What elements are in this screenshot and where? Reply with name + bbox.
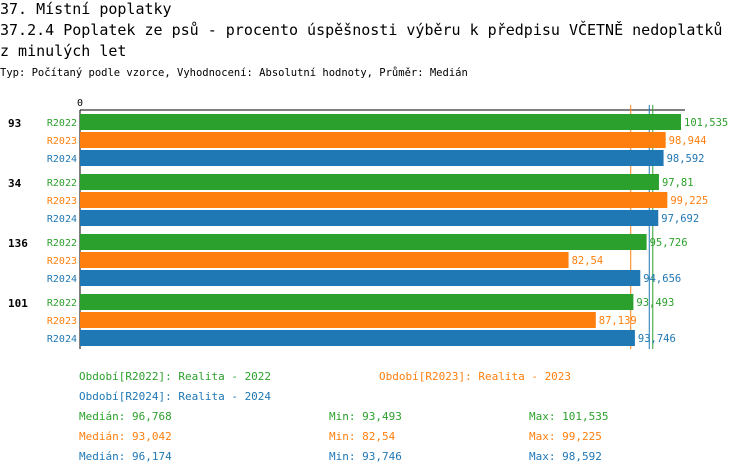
axis-zero-label: 0 — [77, 98, 83, 109]
stat-min-r2022: Min: 93,493 — [329, 410, 402, 423]
stat-min-r2024: Min: 93,746 — [329, 450, 402, 463]
bar-value-label: 99,225 — [670, 195, 708, 207]
chart-title-line1: 37. Místní poplatky — [0, 0, 172, 18]
stat-max-r2024: Max: 98,592 — [529, 450, 602, 463]
bar-series-label: R2022 — [47, 118, 77, 129]
stat-median-r2024: Medián: 96,174 — [79, 450, 172, 463]
bar-value-label: 94,656 — [643, 273, 681, 285]
bar-value-label: 97,81 — [662, 177, 694, 189]
bar-series-label: R2024 — [47, 154, 77, 165]
bar-series-label: R2023 — [47, 196, 77, 207]
bar-101-r2022 — [80, 294, 634, 310]
bar-93-r2023 — [80, 132, 666, 148]
legend-r2024: Období[R2024]: Realita - 2024 — [79, 390, 272, 403]
bar-93-r2024 — [80, 150, 664, 166]
stat-max-r2022: Max: 101,535 — [529, 410, 609, 423]
bar-34-r2022 — [80, 174, 659, 190]
bar-value-label: 82,54 — [572, 255, 604, 267]
bar-series-label: R2024 — [47, 214, 77, 225]
bar-value-label: 98,592 — [667, 153, 705, 165]
stat-max-r2023: Max: 99,225 — [529, 430, 602, 443]
stat-median-r2022: Medián: 96,768 — [79, 410, 172, 423]
group-label: 136 — [8, 237, 28, 250]
bar-series-label: R2024 — [47, 274, 77, 285]
bar-34-r2023 — [80, 192, 668, 208]
stat-median-r2023: Medián: 93,042 — [79, 430, 172, 443]
bar-value-label: 101,535 — [684, 117, 728, 129]
bar-series-label: R2022 — [47, 178, 77, 189]
legend-r2022: Období[R2022]: Realita - 2022 — [79, 370, 272, 383]
bar-136-r2022 — [80, 234, 647, 250]
chart-title-line2: 37.2.4 Poplatek ze psů - procento úspěšn… — [0, 21, 723, 39]
bar-136-r2024 — [80, 270, 641, 286]
legend-r2023: Období[R2023]: Realita - 2023 — [379, 370, 572, 383]
bar-series-label: R2022 — [47, 238, 77, 249]
bar-34-r2024 — [80, 210, 659, 226]
bar-series-label: R2023 — [47, 136, 77, 147]
bar-value-label: 98,944 — [669, 135, 707, 147]
chart-subtitle: Typ: Počítaný podle vzorce, Vyhodnocení:… — [0, 67, 468, 79]
bar-series-label: R2022 — [47, 298, 77, 309]
bar-series-label: R2023 — [47, 256, 77, 267]
bar-value-label: 97,692 — [661, 213, 699, 225]
bar-value-label: 93,493 — [636, 297, 674, 309]
bar-101-r2024 — [80, 330, 635, 346]
group-label: 93 — [8, 117, 21, 130]
bar-value-label: 93,746 — [638, 333, 676, 345]
group-label: 101 — [8, 297, 28, 310]
bar-101-r2023 — [80, 312, 596, 328]
stat-min-r2023: Min: 82,54 — [329, 430, 396, 443]
bar-series-label: R2023 — [47, 316, 77, 327]
bar-136-r2023 — [80, 252, 569, 268]
group-label: 34 — [8, 177, 22, 190]
bar-value-label: 87,139 — [599, 315, 637, 327]
chart-title-line3: z minulých let — [0, 42, 127, 60]
bar-value-label: 95,726 — [650, 237, 688, 249]
bar-93-r2022 — [80, 114, 681, 130]
bar-series-label: R2024 — [47, 334, 77, 345]
